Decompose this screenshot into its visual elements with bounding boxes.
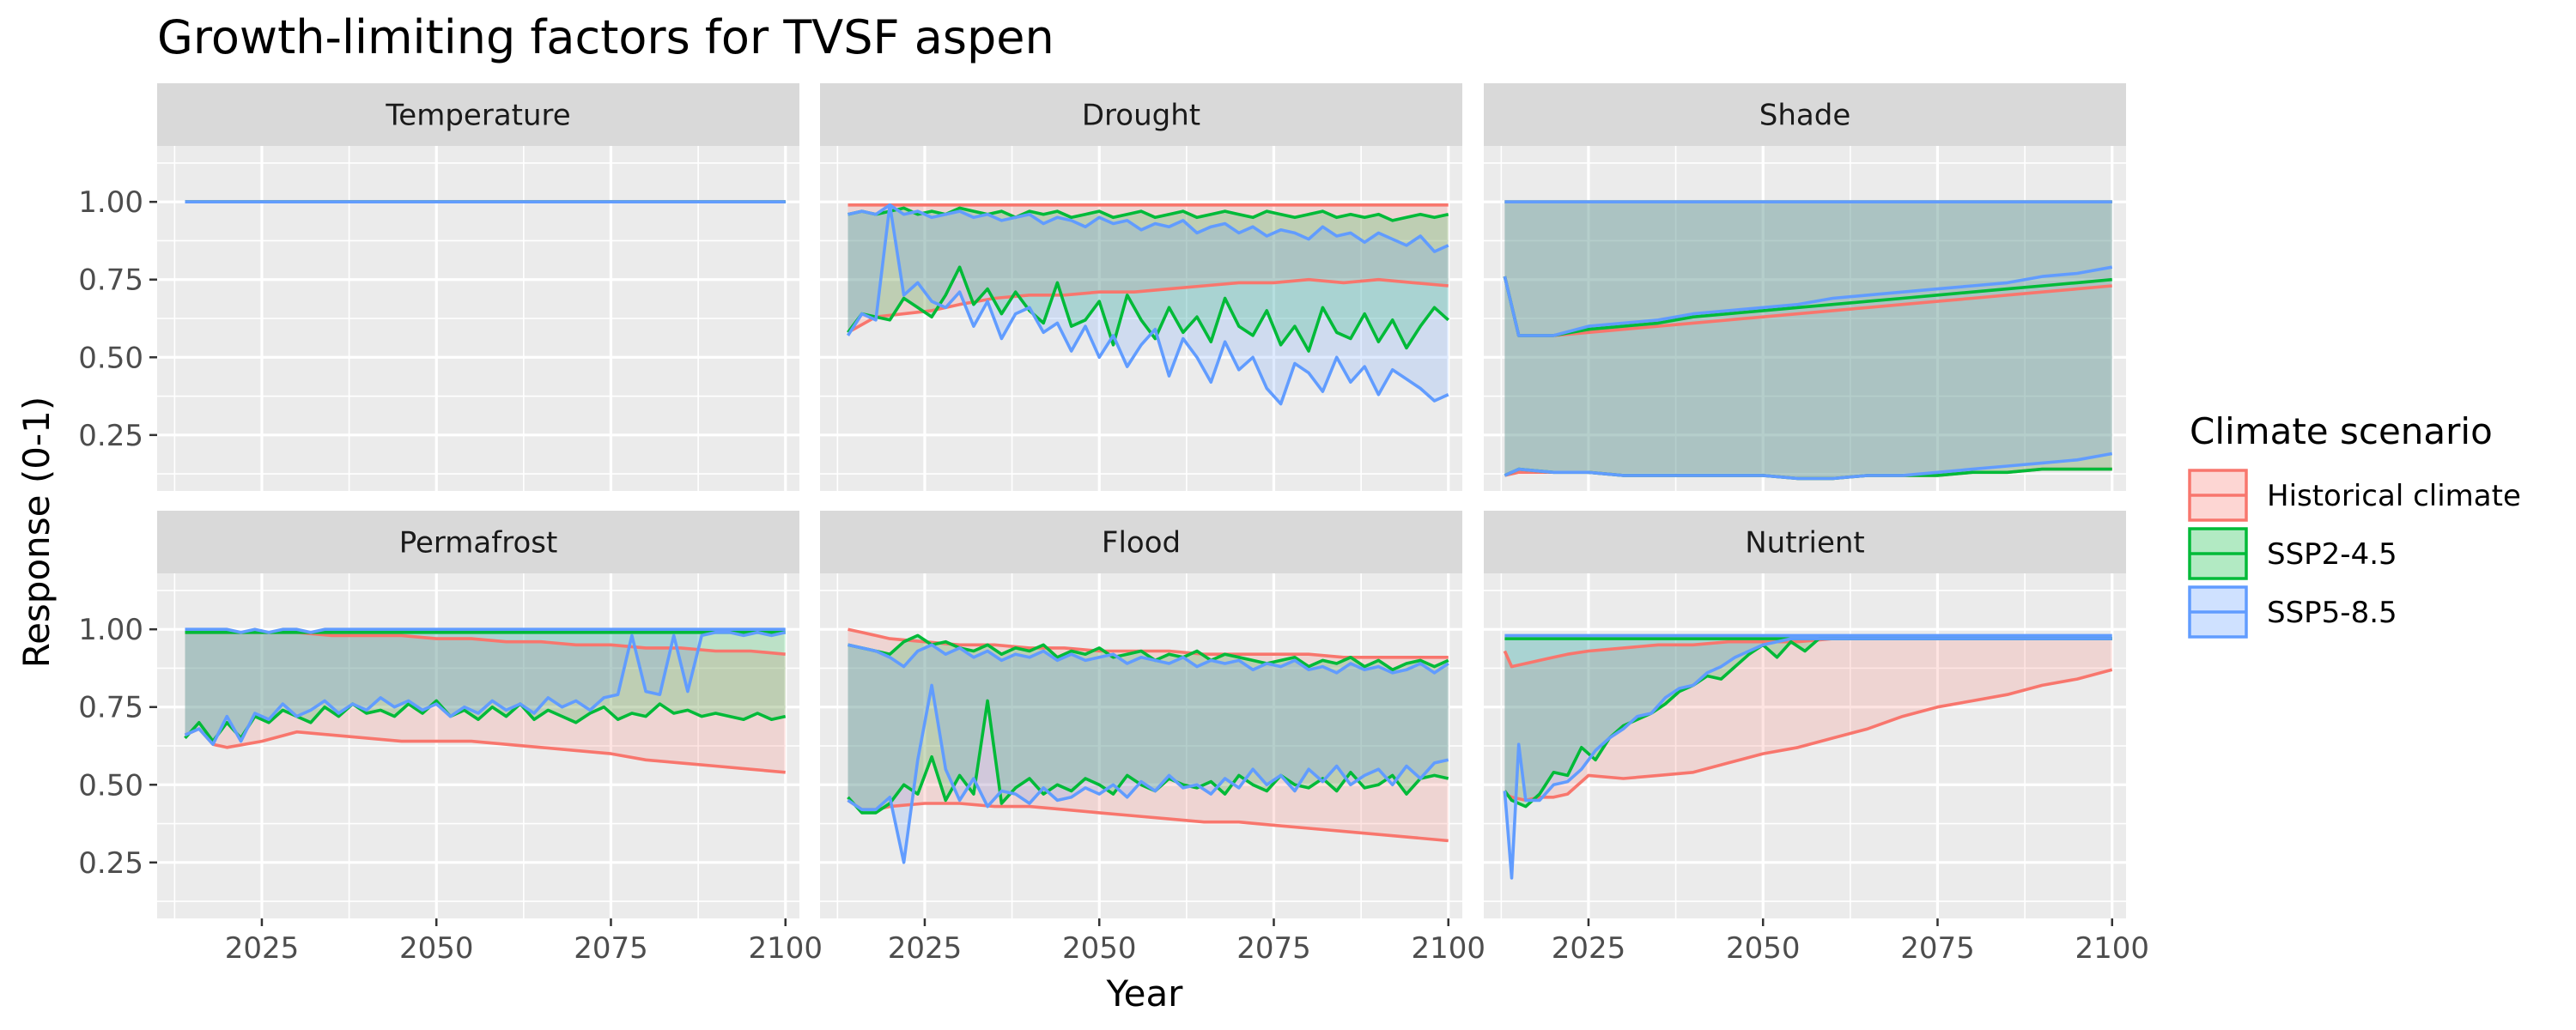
line-permafrost-ssp5-8-5-upper	[185, 627, 786, 634]
line-flood-ssp5-8-5-upper	[848, 643, 1449, 675]
line-flood-ssp2-4-5-upper	[848, 633, 1449, 672]
ribbon-flood-ssp5-8-5	[848, 645, 1449, 863]
panel-nutrient: Nutrient 2025 2050 2075 2100	[1484, 511, 2149, 966]
y-tick-label: 0.75	[78, 691, 143, 725]
line-drought-ssp5-8-5-upper	[848, 203, 1449, 253]
line-flood-historical-climate-upper	[848, 627, 1449, 659]
y-tick-label: 0.25	[78, 846, 143, 881]
legend-label-ssp2-4-5: SSP2-4.5	[2267, 537, 2397, 572]
legend: Climate scenario Historical climate SSP2-…	[2188, 410, 2521, 639]
strip-label-nutrient: Nutrient	[1745, 526, 1865, 560]
strip-shade	[1484, 83, 2126, 146]
ribbon-permafrost-historical-climate	[185, 632, 786, 772]
legend-label-historical-climate: Historical climate	[2267, 479, 2521, 513]
x-tick-label: 2050	[399, 931, 474, 966]
line-permafrost-historical-climate-lower	[184, 727, 786, 774]
strip-flood	[820, 511, 1462, 573]
line-drought-ssp5-8-5-lower	[846, 203, 1449, 406]
strip-label-flood: Flood	[1102, 526, 1181, 560]
x-tick-label: 2100	[1411, 931, 1485, 966]
y-tick-label: 0.25	[78, 419, 143, 453]
strip-label-shade: Shade	[1759, 99, 1850, 133]
panel-permafrost: Permafrost 0.25 0.50 0.75 1.00 2025 2050 2075 21…	[78, 511, 823, 966]
line-shade-ssp5-8-5-mid	[1503, 265, 2113, 337]
y-axis-title: Response (0-1)	[15, 397, 58, 668]
line-shade-historical-climate-mid	[1503, 276, 2112, 337]
line-shade-ssp2-4-5-mid	[1503, 276, 2112, 337]
legend-label-ssp5-8-5: SSP5-8.5	[2267, 596, 2397, 630]
x-tick-label: 2025	[888, 931, 963, 966]
facet-panels: Temperature 0.25 0.50 0.75 1.00 Drought Shade P…	[78, 83, 2149, 966]
ribbon-nutrient-ssp5-8-5	[1504, 635, 2112, 878]
strip-label-permafrost: Permafrost	[399, 526, 558, 560]
line-drought-ssp2-4-5-lower	[847, 265, 1449, 353]
line-permafrost-ssp2-4-5-lower	[184, 699, 787, 743]
x-tick-label: 2075	[1236, 931, 1311, 966]
x-tick-label: 2025	[1552, 931, 1626, 966]
line-nutrient-historical-climate-lower	[1504, 668, 2113, 803]
ribbon-nutrient-ssp2-4-5	[1504, 639, 2112, 807]
ribbon-nutrient-historical-climate	[1504, 639, 2112, 801]
strip-nutrient	[1484, 511, 2126, 573]
y-tick-label: 0.50	[78, 341, 143, 375]
strip-permafrost	[157, 511, 799, 573]
legend-entry-ssp5-8-5: SSP5-8.5	[2188, 585, 2397, 639]
ribbon-permafrost-ssp5-8-5	[185, 629, 786, 745]
y-tick-label: 1.00	[78, 185, 143, 220]
panel-temperature: Temperature 0.25 0.50 0.75 1.00	[78, 83, 799, 491]
ribbon-drought-historical-climate	[848, 204, 1449, 333]
y-tick-label: 0.50	[78, 768, 143, 803]
ribbon-permafrost-ssp2-4-5	[185, 632, 786, 742]
legend-title: Climate scenario	[2190, 410, 2493, 452]
line-permafrost-ssp5-8-5-lower	[184, 630, 787, 747]
x-tick-label: 2050	[1726, 931, 1801, 966]
strip-label-drought: Drought	[1082, 99, 1200, 133]
ribbon-drought-ssp5-8-5	[848, 204, 1449, 404]
ribbon-shade-historical-climate	[1504, 202, 2112, 479]
panel-shade: Shade	[1484, 83, 2126, 491]
line-shade-ssp5-8-5-lower	[1504, 451, 2113, 481]
strip-temperature	[157, 83, 799, 146]
panel-drought: Drought	[820, 83, 1462, 491]
y-tick-label: 0.75	[78, 264, 143, 298]
x-axis-title: Year	[1106, 972, 1184, 1015]
x-tick-label: 2100	[748, 931, 823, 966]
chart-title: Growth-limiting factors for TVSF aspen	[157, 10, 1054, 64]
ribbon-drought-ssp2-4-5	[848, 208, 1449, 351]
y-tick-label: 1.00	[78, 613, 143, 647]
ribbon-shade-ssp2-4-5	[1504, 202, 2112, 479]
x-tick-label: 2100	[2075, 931, 2149, 966]
line-drought-historical-climate-lower	[847, 277, 1449, 334]
strip-label-temperature: Temperature	[385, 99, 570, 133]
legend-entry-historical-climate: Historical climate	[2188, 469, 2521, 522]
x-tick-label: 2075	[1900, 931, 1975, 966]
x-tick-label: 2075	[574, 931, 648, 966]
legend-entry-ssp2-4-5: SSP2-4.5	[2188, 527, 2397, 580]
line-nutrient-ssp5-8-5-lower	[1503, 637, 2112, 880]
strip-drought	[820, 83, 1462, 146]
panel-flood: Flood 2025 2050 2075 2100	[820, 511, 1485, 966]
line-flood-historical-climate-lower	[847, 798, 1449, 843]
x-tick-label: 2050	[1062, 931, 1137, 966]
ribbon-shade-ssp5-8-5	[1504, 202, 2112, 479]
x-tick-label: 2025	[225, 931, 300, 966]
line-flood-ssp5-8-5-lower	[847, 683, 1449, 864]
